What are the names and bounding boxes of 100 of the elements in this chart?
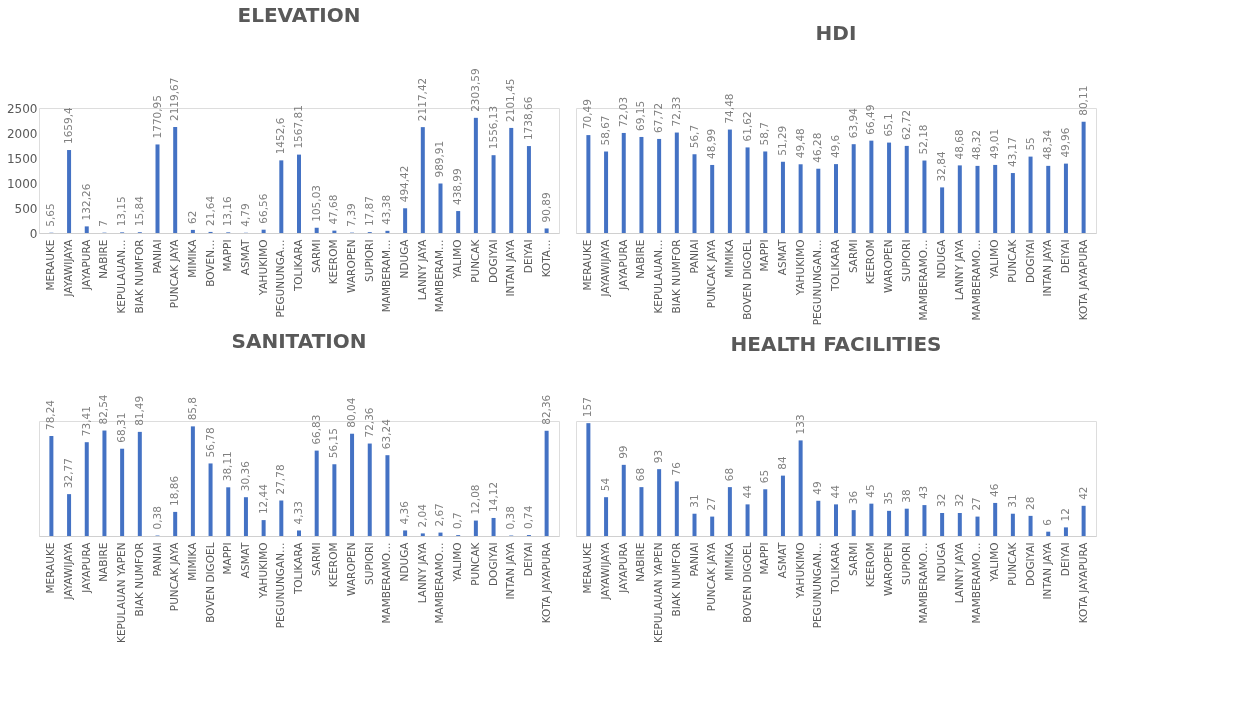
bar [544,430,549,536]
bar [604,151,609,233]
bar [604,497,609,536]
data-label: 7 [97,219,110,227]
bar [226,487,231,536]
x-tick-label: TOLIKARA [829,238,841,293]
x-tick-label: BOVEN DIGOEL [203,542,216,623]
x-tick-label: MAMBERAMO… [970,542,983,624]
x-tick-label: MIMIKA [185,238,198,278]
x-tick-label: KEEROM [327,239,340,285]
data-label: 68,31 [115,412,128,443]
x-tick-label: MAMBERAMO… [380,542,393,624]
bar [727,487,732,536]
data-label: 38,11 [221,451,234,482]
bar [491,155,496,233]
data-label: 90,89 [539,192,552,223]
x-tick-label: SARMI [309,542,322,576]
bar [851,144,856,233]
data-label: 73,41 [79,406,92,437]
bar [261,520,266,536]
x-tick-label: NABIRE [97,542,110,582]
x-tick-label: PEGUNUNGAN… [274,542,287,629]
data-label: 36 [846,490,859,505]
data-label: 54 [599,477,612,492]
x-tick-label: KEEROM [864,542,877,588]
data-label: 15,84 [132,195,145,227]
bar [279,500,284,536]
bar [314,227,319,233]
bar [438,183,443,233]
x-tick-label: MAMBERAMO… [970,239,983,321]
bar [639,136,644,233]
bar [544,228,549,233]
x-tick-label: MAPPI [221,542,234,575]
data-label: 58,7 [758,122,771,146]
x-tick-label: KOTA JAYAPURA [1076,541,1089,624]
bar [526,146,531,233]
x-tick-label: DOGIYAI [486,239,499,283]
data-label: 2101,45 [504,78,517,122]
x-tick-label: PUNCAK JAYA [705,541,718,612]
x-tick-label: INTAN JAYA [504,238,517,297]
data-label: 4,36 [398,500,411,525]
data-label: 72,03 [616,96,629,127]
x-tick-label: KEPULAUAN… [115,239,128,314]
data-label: 105,03 [309,185,322,222]
data-label: 48,99 [705,128,718,159]
bar [1010,513,1015,536]
x-tick-label: KEEROM [327,542,340,588]
y-tick-label: 1500 [6,151,38,166]
data-label: 132,26 [79,183,92,221]
bar [173,127,178,233]
bar [710,516,715,536]
bar [314,450,319,536]
data-label: 2303,59 [468,68,481,112]
x-tick-label: DEIYAI [521,239,534,274]
x-tick-label: BIAK NUMFOR [132,239,145,314]
x-tick-label: TOLIKARA [292,541,304,596]
x-tick-label: TOLIKARA [829,541,841,596]
data-label: 31 [1005,494,1018,508]
x-tick-label: INTAN JAYA [504,541,517,600]
bar [904,508,909,536]
data-label: 14,12 [486,481,499,512]
x-tick-label: SUPIORI [899,542,912,585]
bar [798,164,803,233]
x-tick-label: DEIYAI [1058,239,1071,274]
chart-title: HDI [815,20,857,45]
data-label: 62 [185,210,198,224]
bar [1046,531,1051,536]
x-tick-label: INTAN JAYA [1041,238,1054,297]
data-label: 47,68 [327,194,340,225]
data-label: 99 [616,445,629,459]
x-tick-label: PEGUNUNGA… [274,239,287,318]
data-label: 12 [1058,508,1071,522]
bar [975,165,980,233]
data-label: 68 [722,467,735,482]
x-tick-label: BOVEN… [203,239,216,287]
data-label: 21,64 [203,195,216,226]
data-label: 0,38 [150,506,163,530]
bar [67,494,72,536]
x-tick-label: JAYAPURA [616,238,629,291]
bar [975,516,980,536]
bar [993,164,998,233]
bar [208,463,213,536]
bar [639,487,644,536]
bar [798,440,803,536]
x-tick-label: YAHUKIMO [256,542,269,600]
x-tick-label: MAPPI [758,239,771,272]
data-label: 31 [687,494,700,508]
data-label: 7,39 [345,203,358,227]
x-tick-label: LANNY JAYA [952,238,965,301]
bar [1063,527,1068,536]
bar [586,135,591,233]
data-label: 133 [793,414,806,435]
chart-title: SANITATION [231,329,367,354]
x-tick-label: JAYAPURA [616,541,629,594]
x-tick-label: MAPPI [758,542,771,575]
bar [473,520,478,536]
y-tick-label: 0 [29,226,38,241]
data-label: 61,62 [740,111,753,142]
x-tick-label: PEGUNUNGAN… [811,239,824,326]
data-label: 48,32 [970,129,983,160]
